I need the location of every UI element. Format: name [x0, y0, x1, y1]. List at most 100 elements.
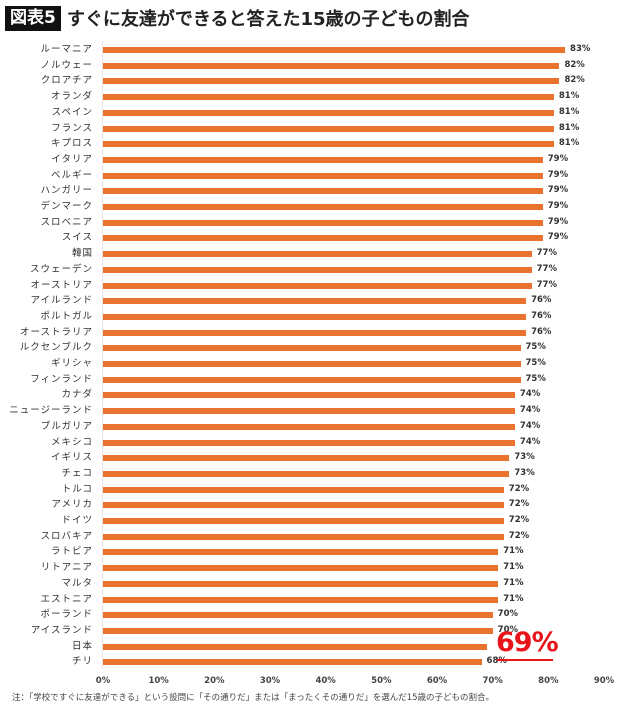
- category-label: アメリカ: [51, 499, 93, 511]
- bar: [103, 627, 493, 634]
- bar: [103, 156, 543, 163]
- bar-row: チリ 68%: [0, 654, 620, 669]
- bar-row: スペイン 81%: [0, 105, 620, 120]
- value-label: 74%: [519, 420, 541, 431]
- value-label: 74%: [519, 405, 541, 416]
- value-label: 71%: [503, 562, 524, 573]
- x-tick-label: 90%: [593, 676, 615, 686]
- bar: [103, 439, 515, 446]
- category-label: ギリシャ: [50, 358, 93, 369]
- category-label: ブルガリア: [40, 420, 93, 432]
- category-label: チリ: [71, 656, 93, 668]
- bar: [103, 345, 521, 352]
- bar-row: スロベニア 79%: [0, 215, 620, 230]
- value-label: 73%: [514, 452, 535, 463]
- category-label: チェコ: [61, 467, 93, 479]
- bar-row: キプロス 81%: [0, 136, 620, 151]
- bar: [103, 62, 560, 69]
- bar: [103, 266, 532, 273]
- bar: [103, 423, 515, 430]
- value-label: 75%: [525, 373, 546, 384]
- bar: [103, 518, 504, 524]
- bar-row: スイス 79%: [0, 230, 620, 245]
- bar: [103, 455, 510, 462]
- category-label: マルタ: [61, 577, 93, 589]
- category-label: クロアチア: [40, 75, 93, 87]
- bar: [103, 188, 543, 195]
- category-label: メキシコ: [50, 436, 93, 448]
- bar: [103, 486, 504, 493]
- category-label: エストニア: [40, 593, 93, 605]
- value-label: 75%: [525, 358, 546, 368]
- value-label: 76%: [531, 295, 552, 306]
- value-label: 76%: [531, 326, 552, 337]
- value-label: 74%: [519, 389, 541, 400]
- bar: [103, 235, 543, 242]
- value-label: 79%: [547, 201, 569, 211]
- category-label: ポルトガル: [40, 310, 93, 322]
- value-label: 82%: [564, 75, 585, 86]
- bar: [103, 125, 554, 132]
- value-label: 76%: [531, 310, 552, 321]
- value-label: 72%: [508, 530, 530, 541]
- bar: [103, 580, 499, 587]
- bar-row: フランス 81%: [0, 121, 620, 136]
- category-label: ポーランド: [40, 609, 93, 621]
- value-label: 77%: [536, 263, 557, 274]
- bar-row: メキシコ 74%: [0, 435, 620, 450]
- category-label: アイスランド: [30, 624, 93, 636]
- category-label: 韓国: [71, 248, 93, 260]
- value-label: 71%: [503, 546, 524, 557]
- bar-row: ラトビア 71%: [0, 544, 620, 559]
- bar: [103, 533, 504, 540]
- y-axis-line: [102, 41, 103, 669]
- x-tick-label: 50%: [371, 676, 392, 686]
- category-label: 日本: [71, 640, 93, 652]
- category-label: アイルランド: [30, 295, 93, 307]
- value-label: 72%: [508, 515, 530, 525]
- category-label: ニュージーランド: [9, 405, 93, 417]
- chart-title: すぐに友達ができると答えた15歳の子どもの割合: [66, 9, 470, 30]
- value-label: 68%: [486, 656, 507, 667]
- value-label: 79%: [547, 185, 569, 196]
- bar: [103, 612, 493, 619]
- category-label: スウェーデン: [29, 263, 93, 275]
- japan-highlight-value: 69%: [496, 627, 559, 658]
- value-label: 72%: [508, 483, 530, 494]
- value-label: 70%: [497, 624, 519, 635]
- category-label: トルコ: [61, 483, 93, 495]
- bar-row: ポーランド 70%: [0, 607, 620, 622]
- bar: [103, 251, 532, 258]
- bar-chart-plot: ルーマニア 83% ノルウェー 82% クロアチア 82% オランダ 81% スペイン 81% フラ…: [0, 41, 620, 671]
- category-label: ハンガリー: [40, 185, 93, 197]
- value-label: 77%: [536, 279, 557, 290]
- value-label: 79%: [547, 153, 569, 164]
- figure-badge: 図表5: [5, 5, 61, 31]
- bar-row: アイスランド 70%: [0, 623, 620, 638]
- x-tick-label: 20%: [204, 676, 225, 686]
- category-label: ルーマニア: [40, 44, 93, 55]
- category-label: ルクセンブルク: [19, 342, 93, 354]
- category-label: フィンランド: [30, 373, 93, 385]
- bar-row: イタリア 79%: [0, 152, 620, 167]
- value-label: 83%: [570, 44, 591, 54]
- bar: [103, 94, 554, 101]
- category-label: スロベニア: [40, 216, 93, 228]
- bar-row: リトアニア 71%: [0, 560, 620, 575]
- bar-row: ドイツ 72%: [0, 513, 620, 528]
- bar: [103, 408, 515, 415]
- bar-row: エストニア 71%: [0, 592, 620, 607]
- x-tick-label: 30%: [259, 676, 281, 686]
- value-label: 74%: [519, 436, 541, 447]
- value-label: 71%: [503, 593, 524, 604]
- bar-row: ギリシャ 75%: [0, 356, 620, 371]
- bar-row: ノルウェー 82%: [0, 58, 620, 73]
- bar: [103, 313, 527, 320]
- bar: [103, 549, 499, 556]
- x-tick-label: 40%: [315, 676, 336, 686]
- bar: [103, 596, 499, 603]
- bar: [103, 376, 521, 383]
- bar-row: ルーマニア 83%: [0, 42, 620, 57]
- category-label: イギリス: [50, 452, 93, 464]
- bar-row: 韓国 77%: [0, 246, 620, 261]
